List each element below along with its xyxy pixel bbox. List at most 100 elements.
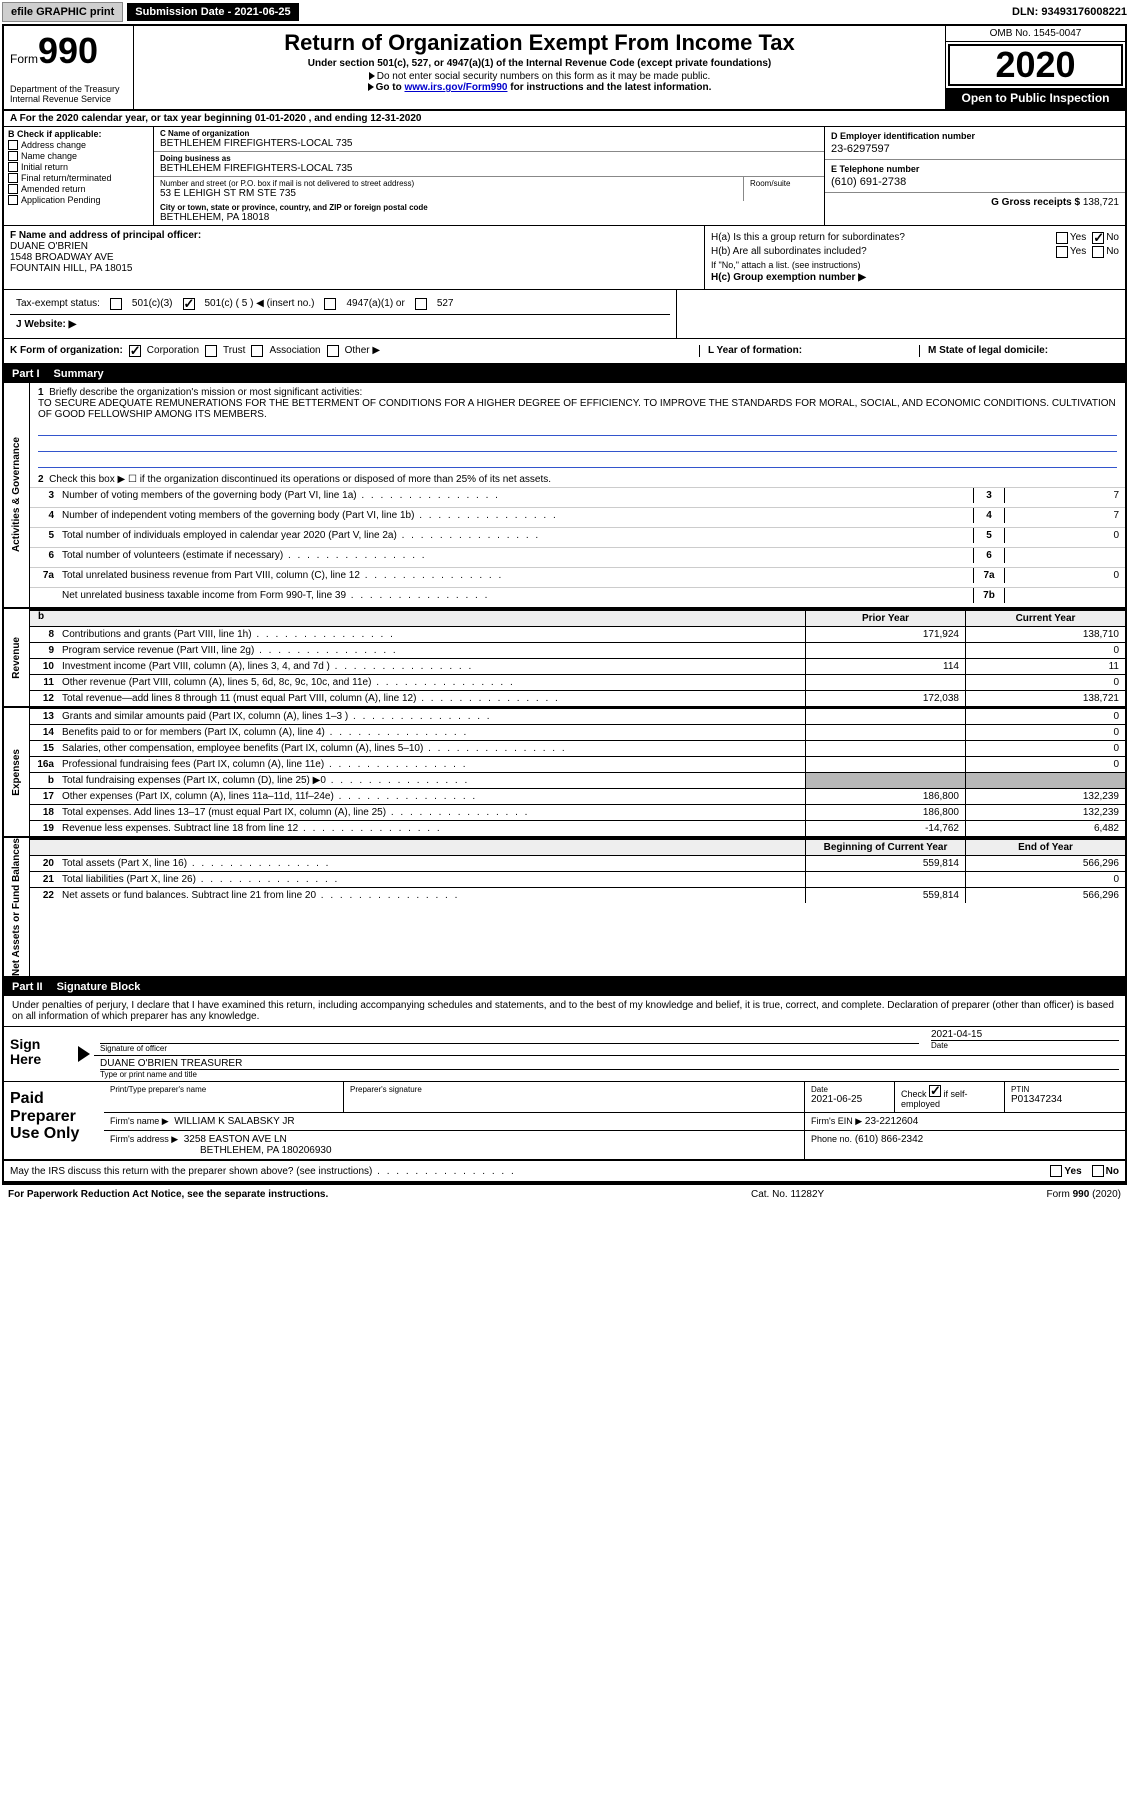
sign-arrow-icon [78, 1046, 90, 1062]
chk-ha-no[interactable] [1092, 232, 1104, 244]
org-address: 53 E LEHIGH ST RM STE 735 [160, 188, 737, 199]
chk-name-change[interactable] [8, 151, 18, 161]
footer: For Paperwork Reduction Act Notice, see … [0, 1185, 1129, 1204]
paid-preparer-block: Paid Preparer Use Only Print/Type prepar… [4, 1082, 1125, 1161]
firm-addr1: 3258 EASTON AVE LN [184, 1134, 287, 1145]
room-suite: Room/suite [744, 177, 824, 201]
chk-trust[interactable] [205, 345, 217, 357]
chk-assoc[interactable] [251, 345, 263, 357]
val-4: 7 [1005, 508, 1125, 523]
gross-receipts: 138,721 [1083, 197, 1119, 208]
firm-ein: 23-2212604 [865, 1116, 918, 1127]
tax-year: 2020 [948, 44, 1123, 86]
discuss-row: May the IRS discuss this return with the… [4, 1161, 1125, 1183]
row-klm: K Form of organization: Corporation Trus… [4, 339, 1125, 365]
chk-501c3[interactable] [110, 298, 122, 310]
chk-4947[interactable] [324, 298, 336, 310]
box-b: B Check if applicable: Address change Na… [4, 127, 154, 225]
part2-header: Part II Signature Block [4, 978, 1125, 996]
val-7a: 0 [1005, 568, 1125, 583]
table-row: 9Program service revenue (Part VIII, lin… [30, 642, 1125, 658]
chk-discuss-no[interactable] [1092, 1165, 1104, 1177]
chk-hb-yes[interactable] [1056, 246, 1068, 258]
submission-date: Submission Date - 2021-06-25 [127, 3, 298, 21]
tab-revenue: Revenue [4, 609, 30, 706]
table-row: 13Grants and similar amounts paid (Part … [30, 708, 1125, 724]
chk-527[interactable] [415, 298, 427, 310]
table-row: 15Salaries, other compensation, employee… [30, 740, 1125, 756]
part1-header: Part I Summary [4, 365, 1125, 383]
form-number: Form990 [10, 30, 127, 72]
top-bar: efile GRAPHIC print Submission Date - 20… [0, 0, 1129, 24]
chk-initial-return[interactable] [8, 162, 18, 172]
row-ij: Tax-exempt status: 501(c)(3) 501(c) ( 5 … [4, 290, 1125, 339]
signature-intro: Under penalties of perjury, I declare th… [4, 996, 1125, 1027]
chk-amended-return[interactable] [8, 184, 18, 194]
chk-final-return[interactable] [8, 173, 18, 183]
section-revenue: Revenue b Prior Year Current Year 8Contr… [4, 609, 1125, 708]
prep-date: 2021-06-25 [811, 1094, 888, 1105]
box-c: C Name of organization BETHLEHEM FIREFIG… [154, 127, 825, 225]
row-fh: F Name and address of principal officer:… [4, 226, 1125, 290]
org-city: BETHLEHEM, PA 18018 [160, 212, 818, 223]
tab-netassets: Net Assets or Fund Balances [4, 838, 30, 976]
firm-addr2: BETHLEHEM, PA 180206930 [110, 1145, 798, 1156]
phone-value: (610) 691-2738 [831, 176, 1119, 188]
form-title: Return of Organization Exempt From Incom… [142, 30, 937, 56]
header-left: Form990 Department of the Treasury Inter… [4, 26, 134, 109]
ptin-value: P01347234 [1011, 1094, 1119, 1105]
table-row: 18Total expenses. Add lines 13–17 (must … [30, 804, 1125, 820]
chk-hb-no[interactable] [1092, 246, 1104, 258]
ein-value: 23-6297597 [831, 143, 1119, 155]
form-note1: Do not enter social security numbers on … [142, 71, 937, 82]
sign-here-block: Sign Here Signature of officer 2021-04-1… [4, 1027, 1125, 1082]
form-container: Form990 Department of the Treasury Inter… [2, 24, 1127, 1185]
table-row: 22Net assets or fund balances. Subtract … [30, 887, 1125, 903]
section-expenses: Expenses 13Grants and similar amounts pa… [4, 708, 1125, 838]
dln-label: DLN: 93493176008221 [1012, 6, 1127, 18]
table-row: 21Total liabilities (Part X, line 26)0 [30, 871, 1125, 887]
chk-discuss-yes[interactable] [1050, 1165, 1062, 1177]
firm-phone: (610) 866-2342 [855, 1134, 923, 1145]
table-row: 16aProfessional fundraising fees (Part I… [30, 756, 1125, 772]
form-note2: Go to www.irs.gov/Form990 for instructio… [142, 82, 937, 93]
officer-name: DUANE O'BRIEN [10, 241, 698, 252]
firm-name: WILLIAM K SALABSKY JR [174, 1116, 294, 1127]
table-row: 11Other revenue (Part VIII, column (A), … [30, 674, 1125, 690]
mission-text: TO SECURE ADEQUATE REMUNERATIONS FOR THE… [38, 398, 1117, 420]
sign-date: 2021-04-15 [931, 1029, 1119, 1040]
box-de: D Employer identification number 23-6297… [825, 127, 1125, 225]
section-bcde: B Check if applicable: Address change Na… [4, 127, 1125, 226]
open-public-badge: Open to Public Inspection [946, 88, 1125, 109]
chk-application-pending[interactable] [8, 195, 18, 205]
chk-501c[interactable] [183, 298, 195, 310]
chk-address-change[interactable] [8, 140, 18, 150]
chk-corp[interactable] [129, 345, 141, 357]
chk-ha-yes[interactable] [1056, 232, 1068, 244]
org-dba: BETHLEHEM FIREFIGHTERS-LOCAL 735 [160, 163, 818, 174]
header-middle: Return of Organization Exempt From Incom… [134, 26, 945, 109]
tab-expenses: Expenses [4, 708, 30, 836]
header-right: OMB No. 1545-0047 2020 Open to Public In… [945, 26, 1125, 109]
org-name: BETHLEHEM FIREFIGHTERS-LOCAL 735 [160, 138, 818, 149]
chk-self-employed[interactable] [929, 1085, 941, 1097]
section-governance: Activities & Governance 1 Briefly descri… [4, 383, 1125, 609]
row-a-tax-year: A For the 2020 calendar year, or tax yea… [4, 111, 1125, 127]
table-row: 10Investment income (Part VIII, column (… [30, 658, 1125, 674]
efile-button[interactable]: efile GRAPHIC print [2, 2, 123, 22]
val-5: 0 [1005, 528, 1125, 543]
table-row: 8Contributions and grants (Part VIII, li… [30, 626, 1125, 642]
table-row: 19Revenue less expenses. Subtract line 1… [30, 820, 1125, 836]
val-3: 7 [1005, 488, 1125, 503]
section-netassets: Net Assets or Fund Balances Beginning of… [4, 838, 1125, 978]
form-header: Form990 Department of the Treasury Inter… [4, 26, 1125, 111]
val-7b [1005, 588, 1125, 592]
table-row: 20Total assets (Part X, line 16)559,8145… [30, 855, 1125, 871]
instructions-link[interactable]: www.irs.gov/Form990 [404, 82, 507, 93]
table-row: 14Benefits paid to or for members (Part … [30, 724, 1125, 740]
chk-other[interactable] [327, 345, 339, 357]
val-6 [1005, 548, 1125, 552]
dept-label: Department of the Treasury Internal Reve… [10, 85, 127, 105]
tab-governance: Activities & Governance [4, 383, 30, 607]
omb-number: OMB No. 1545-0047 [946, 26, 1125, 42]
